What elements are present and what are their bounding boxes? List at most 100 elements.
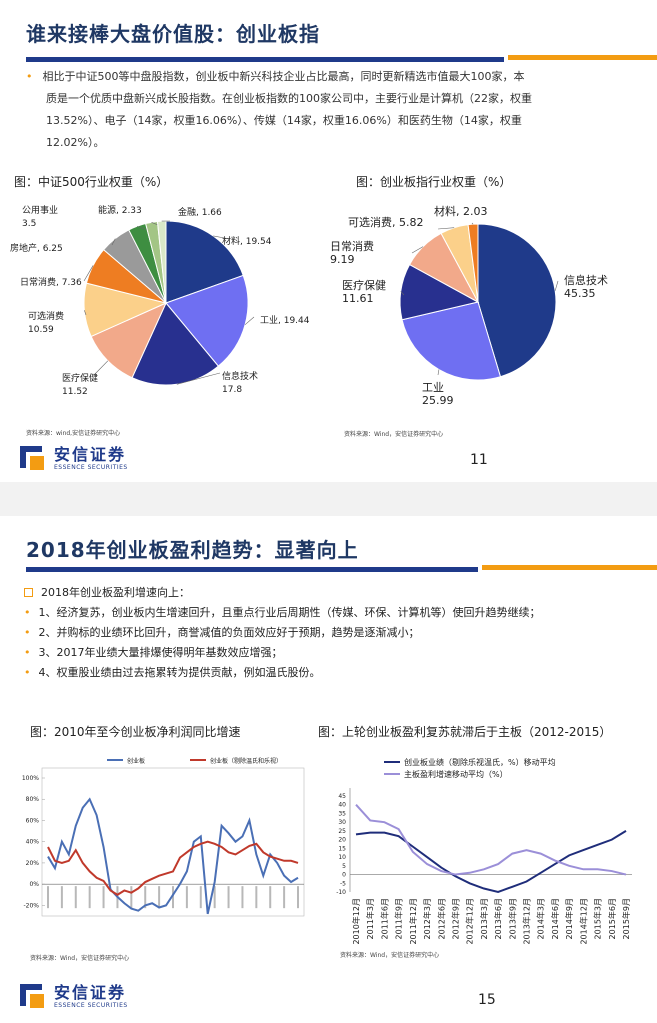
x-tick-label-mark [269,886,272,909]
slice-label: 可选消费 [28,310,64,322]
bullet-text: 2、并购标的业绩环比回升，商誉减值的负面效应好于预期，趋势是逐渐减小； [38,626,420,639]
x-tick-label: 2013年3月 [479,898,489,939]
y-tick-label: 45 [338,793,346,800]
y-tick-label: 0 [342,872,346,879]
x-tick-label-mark [47,886,49,909]
series-line [355,804,627,876]
x-tick-label-mark [60,886,63,909]
x-tick-label: 2012年9月 [450,898,460,939]
summary-paragraph: • 相比于中证500等中盘股指数，创业板中新兴科技企业占比最高，同时更新精选市值最… [26,66,626,154]
bullet-item: • 3、2017年业绩大量排爆使得明年基数效应增强； [24,646,283,659]
title-rule-blue [26,57,504,62]
y-tick-label: 60% [26,817,40,824]
x-tick-label: 2012年12月 [465,898,475,945]
series-line [47,797,299,915]
slice-label: 可选消费, 5.82 [348,215,424,229]
leader-line [151,222,159,226]
y-tick-label: 20 [338,837,346,844]
source-right: 资料来源：Wind，安信证券研究中心 [340,952,440,959]
para-line-2: 质是一个优质中盘新兴成长股指数。在创业板指数的100家公司中，主要行业是计算机（… [46,92,532,105]
x-tick-label: 2011年3月 [365,898,375,939]
slice-label: 日常消费, 7.36 [20,276,82,288]
slide-title: 2018年创业板盈利趋势：显著向上 [26,538,359,562]
source-left: 资料来源：Wind，安信证券研究中心 [30,955,130,962]
para-line-3: 13.52%）、电子（14家，权重16.06%）、传媒（14家，权重16.06%… [46,114,522,127]
square-bullet-icon [24,588,33,597]
x-tick-label-mark [130,886,133,909]
caption-left: 图：2010年至今创业板净利润同比增速 [30,725,241,739]
y-tick-label: 20% [26,860,40,867]
slice-value: 3.5 [22,219,36,229]
x-tick-label: 2015年9月 [621,898,631,939]
series-line [355,830,627,894]
leader-line [400,291,405,296]
x-tick-label: 2013年9月 [507,898,517,939]
plot-frame [41,767,305,917]
company-logo: 安信证券 ESSENCE SECURITIES [20,984,128,1010]
slice-label: 房地产, 6.25 [10,242,63,254]
y-tick-label: -10 [336,889,346,896]
y-tick-label: 10 [338,854,346,861]
x-tick-label: 2014年3月 [536,898,546,939]
y-tick-label: 15 [338,845,346,852]
source-right: 资料来源：Wind，安信证券研究中心 [344,431,444,438]
para-line-4: 12.02%）。 [46,136,105,149]
logo-text-cn: 安信证券 [54,983,127,1002]
caption-right: 图：创业板指行业权重（%） [356,175,512,189]
slice-label: 材料, 2.03 [434,204,488,218]
slice-value: 9.19 [330,253,355,266]
bullet-item: • 4、权重股业绩由过去拖累转为提供贡献，例如温氏股份。 [24,666,321,679]
x-tick-label: 2013年6月 [493,898,503,939]
leader-line [111,238,116,246]
series-line [47,840,299,896]
page-number: 11 [470,452,488,468]
x-tick-label-mark [241,886,244,909]
slice-label: 金融, 1.66 [178,206,222,218]
slice-label: 医疗保健 [342,278,386,292]
x-tick-label-mark [185,886,188,909]
slide-title: 谁来接棒大盘价值股：创业板指 [26,22,320,46]
y-tick-label: 80% [26,796,40,803]
slice-label: 工业, 19.44 [260,315,310,326]
slice-value: 11.61 [342,292,374,305]
x-tick-label: 2015年6月 [607,898,617,939]
leader-line [244,316,255,325]
line-chart-profit-growth: 100% 80% 60% 40% 20% 0% -20% 创业板 创业板（剔除温氏和乐视） [22,757,305,917]
slide-15: 2018年创业板盈利趋势：显著向上 2018年创业板盈利增速向上： • 1、经济复… [0,516,657,1023]
caption-right: 图：上轮创业板盈利复苏就滞后于主板（2012-2015） [318,725,612,739]
company-logo: 安信证券 ESSENCE SECURITIES [20,446,128,472]
bullets-heading: 2018年创业板盈利增速向上： [41,586,190,599]
slice-label: 医疗保健 [62,372,98,384]
source-left: 资料来源：wind,安信证券研究中心 [26,430,121,437]
x-tick-label-mark [213,886,216,909]
x-tick-label-mark [227,886,230,909]
x-tick-label: 2011年6月 [379,898,389,939]
y-tick-label: 5 [342,863,346,870]
slice-label: 能源, 2.33 [98,204,142,216]
slice-value: 11.52 [62,387,88,397]
x-tick-label-mark [102,886,105,909]
slice-value: 25.99 [422,394,454,407]
para-line-1: 相比于中证500等中盘股指数，创业板中新兴科技企业占比最高，同时更新精选市值最大… [42,70,525,83]
y-tick-label: 40 [338,802,346,809]
title-rule-blue [26,567,478,572]
x-tick-label-mark [255,886,258,909]
leader-line [437,369,440,376]
x-tick-label-mark [172,886,174,909]
logo-mark-icon [20,446,48,472]
legend-label: 创业板业绩（剔除乐视温氏，%）移动平均 [404,757,556,767]
x-tick-label-mark [88,886,91,909]
x-tick-label-mark [199,886,202,909]
leader-line [213,235,231,240]
x-tick-label: 2014年6月 [550,898,560,939]
logo-text-cn: 安信证券 [54,445,127,464]
pie-chart-csi500: 材料, 19.54 工业, 19.44 信息技术 17.8 医疗保健 11.52 可选消费 1… [10,204,310,397]
bullet-item: • 2、并购标的业绩环比回升，商誉减值的负面效应好于预期，趋势是逐渐减小； [24,626,420,639]
slice-value: 10.59 [28,325,54,335]
logo-text-en: ESSENCE SECURITIES [54,464,128,471]
leader-line [93,360,109,376]
x-tick-label-mark [158,886,161,909]
slice-label: 材料, 19.54 [222,235,272,247]
bullet-dot: • [26,70,33,83]
x-tick-label: 2015年3月 [593,898,603,939]
